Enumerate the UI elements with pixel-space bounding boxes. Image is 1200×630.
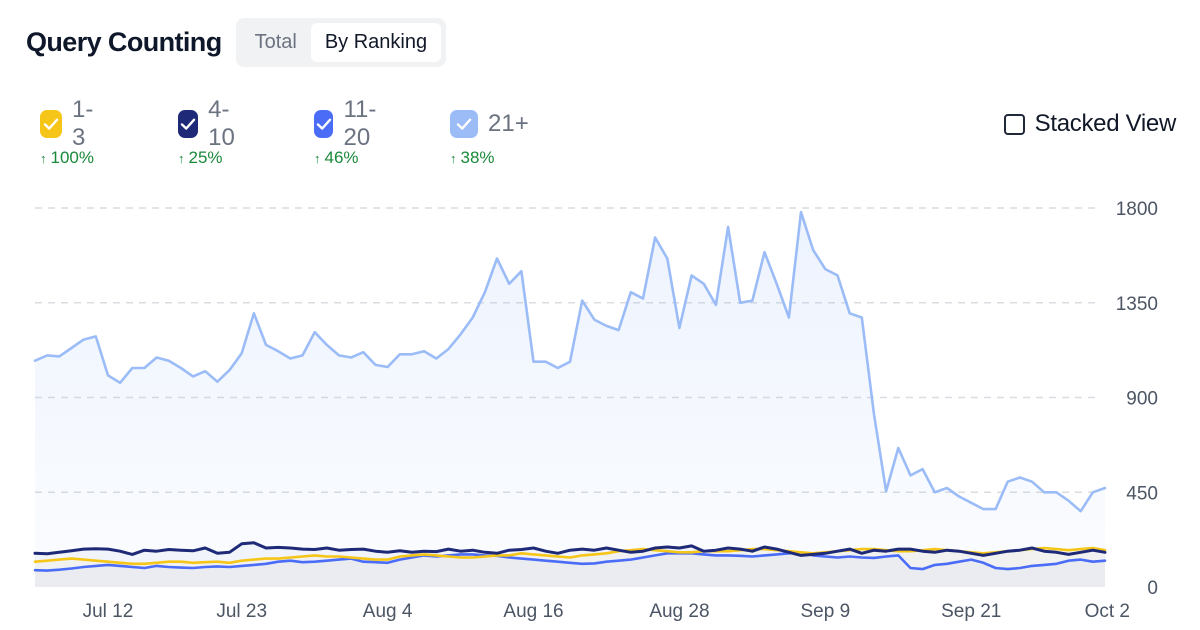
tab-by-ranking[interactable]: By Ranking	[310, 23, 442, 62]
series-line-11-20[interactable]	[33, 551, 1107, 572]
legend-item-21-plus[interactable]: 21+ ↑ 38%	[450, 108, 529, 168]
x-tick-label: Sep 21	[941, 601, 1001, 622]
x-tick-label: Jul 12	[83, 601, 134, 622]
x-axis: Jul 12 Jul 23 Aug 4 Aug 16 Aug 28 Sep 9 Sep 21…	[83, 601, 1130, 622]
x-tick-label: Jul 23	[216, 601, 267, 622]
page-title: Query Counting	[26, 27, 222, 57]
series-line-4-10[interactable]	[33, 541, 1107, 557]
check-icon	[456, 118, 472, 130]
checkbox-21-plus[interactable]	[450, 110, 478, 138]
check-icon	[316, 118, 331, 130]
y-axis: 0 450 900 1350 1800	[1116, 199, 1158, 599]
arrow-up-icon: ↑	[450, 150, 457, 166]
delta-21-plus: ↑ 38%	[450, 148, 529, 168]
delta-value-21-plus: 38%	[460, 148, 495, 167]
y-tick-label: 450	[1126, 483, 1158, 504]
legend-label-1-3: 1-3	[72, 96, 94, 151]
x-tick-label: Aug 4	[363, 601, 413, 622]
delta-value-1-3: 100%	[50, 148, 94, 167]
delta-11-20: ↑ 46%	[314, 148, 385, 168]
series-lines	[33, 210, 1107, 572]
tab-total[interactable]: Total	[254, 31, 297, 53]
y-tick-label: 0	[1147, 578, 1158, 599]
series-line-1-3[interactable]	[33, 546, 1107, 566]
stacked-view-toggle[interactable]: Stacked View	[1003, 110, 1177, 138]
legend-item-1-3[interactable]: 1-3 ↑ 100%	[40, 96, 99, 168]
delta-value-4-10: 25%	[188, 148, 223, 167]
delta-4-10: ↑ 25%	[178, 148, 243, 168]
view-toggle: Total By Ranking	[235, 18, 447, 67]
x-tick-label: Aug 28	[649, 601, 709, 622]
arrow-up-icon: ↑	[40, 150, 47, 166]
series-area-21-plus	[35, 212, 1105, 587]
legend-label-21-plus: 21+	[488, 110, 529, 137]
checkbox-11-20[interactable]	[314, 110, 334, 138]
legend-item-11-20[interactable]: 11-20 ↑ 46%	[314, 96, 385, 168]
y-tick-label: 1350	[1116, 294, 1158, 315]
legend-label-4-10: 4-10	[208, 96, 235, 151]
y-tick-label: 1800	[1116, 199, 1158, 220]
x-tick-label: Aug 16	[503, 601, 563, 622]
y-tick-label: 900	[1126, 389, 1158, 410]
check-icon	[180, 118, 196, 130]
stacked-view-checkbox[interactable]	[1003, 113, 1025, 135]
checkbox-4-10[interactable]	[178, 110, 199, 138]
series-areas	[35, 212, 1105, 587]
delta-1-3: ↑ 100%	[40, 148, 99, 168]
arrow-up-icon: ↑	[314, 150, 321, 166]
legend-item-4-10[interactable]: 4-10 ↑ 25%	[178, 96, 243, 168]
arrow-up-icon: ↑	[178, 150, 185, 166]
chart-header: Query Counting Total By Ranking	[26, 18, 447, 67]
series-line-21-plus[interactable]	[33, 210, 1107, 513]
series-area-4-10	[35, 542, 1105, 587]
x-tick-label: Oct 2	[1085, 601, 1130, 622]
stacked-view-label: Stacked View	[1034, 110, 1177, 137]
series-area-11-20	[35, 552, 1105, 587]
delta-value-11-20: 46%	[324, 148, 359, 167]
x-tick-label: Sep 9	[801, 601, 851, 622]
checkbox-1-3[interactable]	[40, 110, 63, 138]
legend-label-11-20: 11-20	[343, 96, 377, 151]
check-icon	[43, 118, 59, 130]
